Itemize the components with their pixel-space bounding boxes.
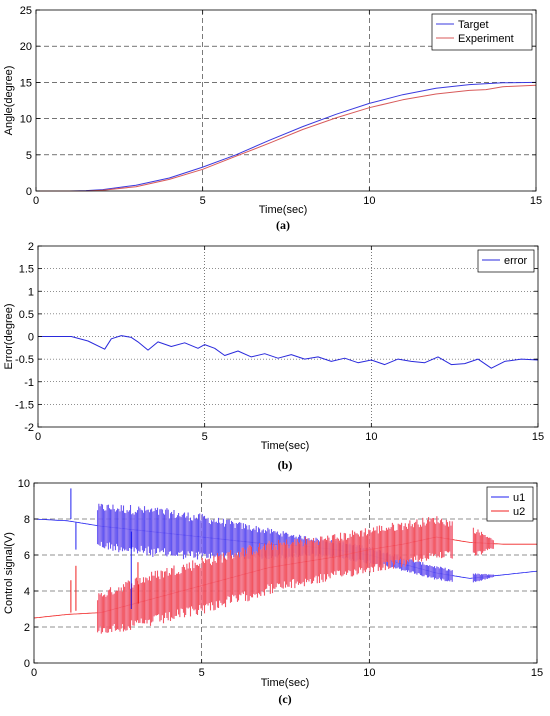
legend-label-Target: Target: [458, 19, 489, 31]
axes-frame: [33, 482, 538, 664]
y-tick-label: 10: [20, 114, 32, 126]
y-tick-label: 0: [28, 332, 34, 344]
y-tick-label: 4: [24, 586, 30, 598]
panel-caption: (a): [276, 218, 290, 232]
x-axis-label: Time(sec): [261, 677, 309, 689]
x-tick-label: 5: [199, 667, 205, 679]
x-tick-label: 10: [365, 431, 377, 443]
y-tick-label: 25: [20, 5, 32, 17]
series-u2: [33, 516, 537, 634]
legend-label-u1: u1: [513, 492, 525, 504]
legend-box: [486, 486, 534, 522]
y-tick-label: 20: [20, 41, 32, 53]
legend: Target Experiment: [431, 13, 533, 51]
x-tick-label: 10: [363, 667, 375, 679]
x-tick-label: 10: [363, 195, 375, 207]
series-line-Target: [36, 81, 537, 192]
panel-caption: (c): [278, 692, 291, 706]
y-tick-label: 15: [20, 77, 32, 89]
legend: error: [477, 249, 535, 273]
y-tick-label: 2: [24, 622, 30, 634]
legend-box: [431, 13, 533, 51]
y-axis-label: Error(degree): [3, 303, 15, 369]
y-tick-label: 1: [28, 286, 34, 298]
y-tick-label: 0: [26, 186, 32, 198]
y-tick-label: 10: [18, 478, 30, 490]
x-tick-label: 5: [202, 431, 208, 443]
y-tick-label: -2: [24, 422, 34, 434]
y-tick-label: 0.5: [19, 309, 34, 321]
y-axis-label: Control signal(V): [3, 532, 15, 614]
legend-label-error: error: [504, 255, 528, 267]
x-axis-label: Time(sec): [259, 204, 307, 216]
y-tick-label: 8: [24, 514, 30, 526]
series-line-error: [38, 335, 539, 369]
x-tick-label: 15: [531, 667, 543, 679]
x-tick-label: 0: [35, 431, 41, 443]
axes-frame: [35, 9, 537, 192]
y-axis-label: Angle(degree): [3, 66, 15, 136]
series-line-Experiment: [36, 84, 537, 192]
legend-box: [477, 249, 535, 273]
x-tick-label: 15: [532, 431, 544, 443]
chart-panel-3: 0 5 10 15 0 2 4 6 8 10 Time(sec) Control signal(V) u…: [3, 478, 543, 706]
y-tick-label: 1.5: [19, 264, 34, 276]
y-tick-label: 6: [24, 550, 30, 562]
legend-label-Experiment: Experiment: [458, 33, 514, 45]
y-tick-label: -1: [24, 377, 34, 389]
chart-panel-1: 0 5 10 15 0 5 10 15 20 25 Time(sec) Angle(degree) Ta…: [3, 5, 542, 232]
y-tick-label: 5: [26, 150, 32, 162]
chart-panel-2: 0 5 10 15 -2 -1.5 -1 -0.5 0 0.5 1 1.5 2 Time(sec) Erro…: [3, 241, 544, 472]
x-tick-label: 0: [31, 667, 37, 679]
legend-label-u2: u2: [513, 506, 525, 518]
x-tick-label: 5: [200, 195, 206, 207]
y-tick-label: 0: [24, 658, 30, 670]
panel-caption: (b): [278, 458, 293, 472]
y-tick-label: -0.5: [15, 354, 34, 366]
y-tick-label: -1.5: [15, 399, 34, 411]
y-tick-label: 2: [28, 241, 34, 253]
x-tick-label: 15: [530, 195, 542, 207]
x-tick-label: 0: [33, 195, 39, 207]
x-axis-label: Time(sec): [261, 440, 309, 452]
